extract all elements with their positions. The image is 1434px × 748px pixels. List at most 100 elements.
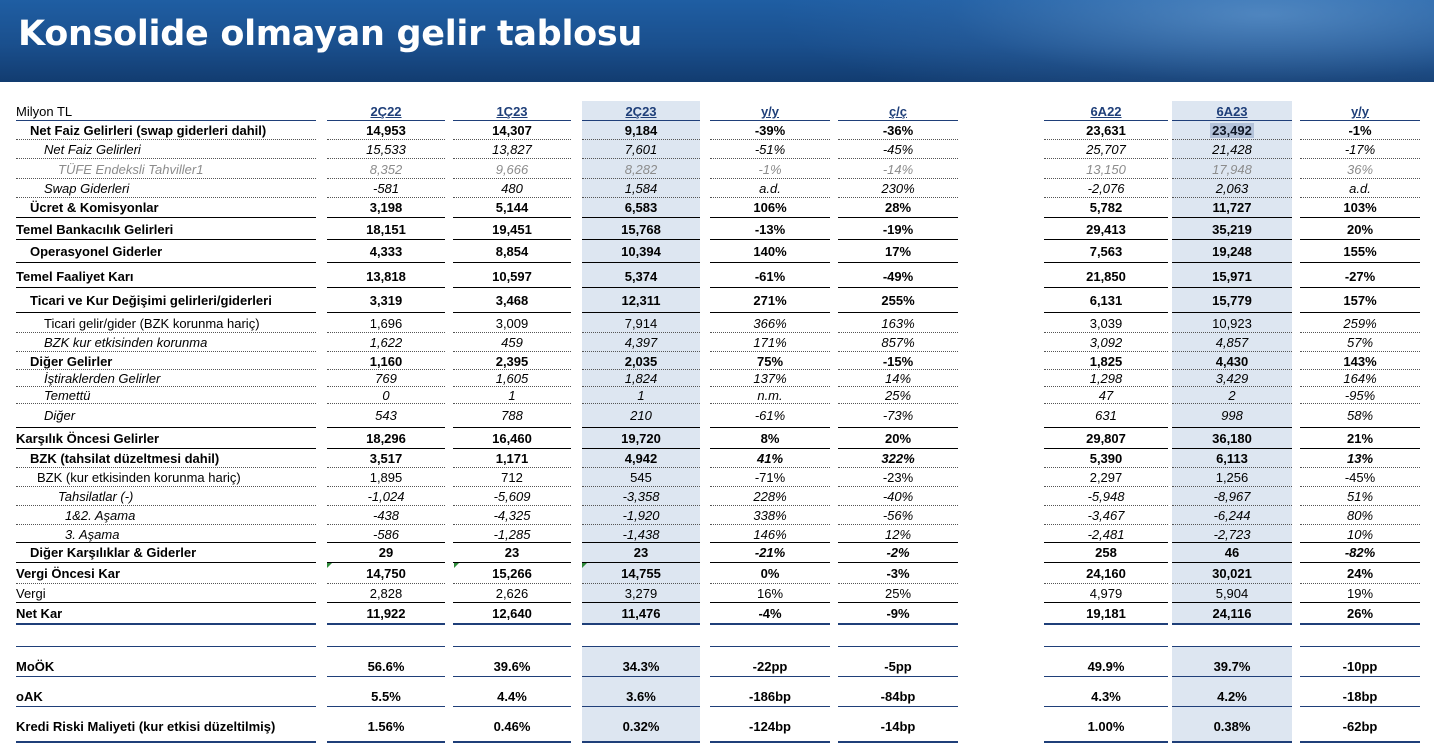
row-divider xyxy=(1044,486,1168,487)
value-cell: 259% xyxy=(1343,316,1377,331)
row-divider xyxy=(838,583,958,584)
value-cell: 8,282 xyxy=(624,161,658,177)
value-cell: 140% xyxy=(753,243,787,259)
row-divider xyxy=(1172,312,1292,313)
row-divider xyxy=(1300,158,1420,159)
value-cell: 2 xyxy=(1228,388,1236,403)
row-divider xyxy=(327,427,445,428)
row-divider xyxy=(1300,583,1420,584)
table-row: Swap Giderleri -581 480 1,584 a.d. 230% -2,076… xyxy=(0,179,1434,198)
row-divider xyxy=(453,369,571,370)
row-divider xyxy=(838,332,958,333)
column-highlight-2c23 xyxy=(582,706,700,741)
row-divider xyxy=(1300,467,1420,468)
row-divider xyxy=(16,351,316,352)
row-divider xyxy=(1044,676,1168,677)
value-cell: 171% xyxy=(753,335,787,350)
row-divider xyxy=(838,403,958,404)
row-divider xyxy=(16,403,316,404)
value-cell: 1,895 xyxy=(369,470,403,485)
row-label: Ücret & Komisyonlar xyxy=(30,200,159,215)
value-cell: -61% xyxy=(754,268,786,284)
row-divider xyxy=(1172,239,1292,240)
value-cell: 34.3% xyxy=(622,658,660,674)
row-divider xyxy=(327,467,445,468)
value-cell: 1,160 xyxy=(369,353,403,369)
row-divider xyxy=(838,542,958,543)
row-divider xyxy=(16,524,316,525)
value-cell: 2,297 xyxy=(1089,470,1123,485)
value-cell: 3,468 xyxy=(495,293,529,308)
row-divider xyxy=(1172,262,1292,263)
row-divider xyxy=(453,448,571,449)
value-cell: 6,583 xyxy=(624,200,658,215)
row-divider xyxy=(453,287,571,288)
value-cell: 998 xyxy=(1221,407,1243,423)
row-divider xyxy=(453,139,571,140)
row-label: Net Faiz Gelirleri (swap giderleri dahil… xyxy=(30,123,267,138)
table-row: Ücret & Komisyonlar 3,198 5,144 6,583 106% 28… xyxy=(0,198,1434,217)
row-divider xyxy=(1044,332,1168,333)
value-cell: -95% xyxy=(1344,388,1376,403)
value-cell: 3.6% xyxy=(626,688,656,704)
value-cell: 13% xyxy=(1346,451,1374,466)
row-divider xyxy=(1044,623,1168,625)
row-divider xyxy=(582,676,700,677)
row-divider xyxy=(582,197,700,198)
value-cell: 75% xyxy=(756,353,784,369)
value-cell: 10,394 xyxy=(621,243,661,259)
row-divider xyxy=(710,505,830,506)
row-divider xyxy=(1044,139,1168,140)
row-label: Temel Bankacılık Gelirleri xyxy=(16,221,174,237)
value-cell: 11,922 xyxy=(366,605,406,621)
row-divider xyxy=(582,623,700,625)
row-divider xyxy=(327,197,445,198)
value-cell: 23 xyxy=(633,545,649,560)
table-row: MoÖK 56.6% 39.6% 34.3% -22pp -5pp 49.9% 39.7% -1… xyxy=(0,654,1434,678)
row-divider xyxy=(16,217,316,218)
row-divider xyxy=(16,287,316,288)
row-divider xyxy=(582,178,700,179)
row-divider xyxy=(582,262,700,263)
row-divider xyxy=(710,217,830,218)
row-divider xyxy=(1044,505,1168,506)
row-divider xyxy=(16,542,316,543)
value-cell: -56% xyxy=(882,508,914,523)
row-divider xyxy=(1172,486,1292,487)
value-cell: 24,116 xyxy=(1212,605,1252,621)
value-cell: 57% xyxy=(1346,335,1374,350)
value-cell: 8,352 xyxy=(369,161,403,177)
value-cell: -1% xyxy=(1348,123,1372,138)
row-divider xyxy=(16,262,316,263)
row-divider xyxy=(1044,217,1168,218)
row-divider xyxy=(710,386,830,387)
row-divider xyxy=(453,332,571,333)
value-cell: 8,854 xyxy=(495,243,529,259)
row-divider xyxy=(1172,158,1292,159)
value-cell: 13,150 xyxy=(1086,161,1126,177)
table-row: BZK (kur etkisinden korunma hariç) 1,895 7… xyxy=(0,468,1434,487)
value-cell: 3,517 xyxy=(369,451,403,466)
column-header: 2Ç23 xyxy=(625,104,657,119)
row-divider xyxy=(710,139,830,140)
table-row: BZK (tahsilat düzeltmesi dahil) 3,517 1,17… xyxy=(0,449,1434,468)
row-divider xyxy=(1044,467,1168,468)
value-cell: 25% xyxy=(884,585,912,601)
value-cell: 30,021 xyxy=(1212,566,1252,581)
row-divider xyxy=(1300,178,1420,179)
value-cell: 19,181 xyxy=(1086,605,1126,621)
row-divider xyxy=(1300,706,1420,707)
value-cell: -186bp xyxy=(749,688,791,704)
row-divider xyxy=(1044,120,1168,121)
row-divider xyxy=(838,178,958,179)
row-divider xyxy=(453,646,571,647)
row-divider xyxy=(582,646,700,647)
value-cell: 5,904 xyxy=(1215,585,1249,601)
value-cell: 19,720 xyxy=(621,431,661,446)
row-label: Temel Faaliyet Karı xyxy=(16,268,134,284)
table-row: Temel Bankacılık Gelirleri 18,151 19,451 15… xyxy=(0,218,1434,240)
row-divider xyxy=(710,448,830,449)
row-divider xyxy=(1172,467,1292,468)
row-divider xyxy=(453,467,571,468)
value-cell: 4,857 xyxy=(1215,335,1249,350)
